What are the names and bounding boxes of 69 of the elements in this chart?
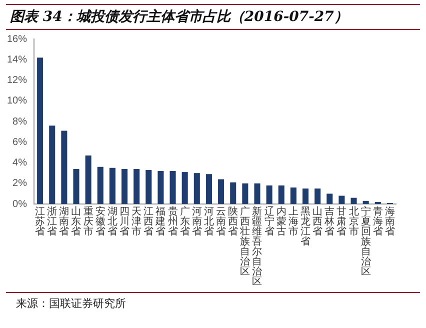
- bar: [206, 174, 212, 204]
- x-tick-label: 广西壮族自治区: [239, 206, 250, 278]
- bar: [302, 188, 309, 204]
- chart-title: 图表 34：城投债发行主体省市占比（2016-07-27）: [6, 4, 420, 30]
- bar: [121, 168, 128, 204]
- bar: [290, 188, 296, 204]
- bar: [182, 172, 188, 204]
- x-tick-label: 四川省: [120, 206, 130, 238]
- bar: [350, 198, 357, 204]
- x-tick-label: 北京市: [348, 206, 359, 238]
- y-tick-label: 16%: [7, 34, 28, 45]
- bar: [158, 171, 164, 204]
- bar: [254, 183, 260, 204]
- bar: [242, 183, 248, 204]
- bar: [266, 185, 272, 204]
- x-tick-label: 江苏省: [35, 206, 46, 238]
- x-tick-label: 吉林省: [324, 206, 335, 238]
- y-tick-label: 12%: [7, 75, 28, 86]
- x-tick-label: 浙江省: [47, 206, 58, 238]
- x-tick-label: 重庆市: [83, 206, 94, 238]
- x-tick-label: 山东省: [71, 206, 82, 238]
- y-tick-label: 8%: [12, 116, 28, 128]
- bar: [338, 196, 345, 204]
- x-tick-label: 海南省: [384, 206, 395, 238]
- y-tick-label: 14%: [7, 54, 28, 66]
- x-tick-label: 甘肃省: [336, 206, 347, 238]
- x-tick-label: 河南省: [192, 206, 202, 238]
- x-tick-label: 广东省: [180, 206, 190, 238]
- x-tick-label: 宁夏回族自治区: [360, 206, 371, 278]
- y-tick-label: 2%: [12, 178, 28, 190]
- bar: [37, 58, 44, 204]
- x-tick-label: 天津市: [132, 206, 142, 238]
- bar: [170, 171, 176, 204]
- x-tick-label: 青海省: [372, 206, 383, 238]
- y-tick-label: 4%: [12, 158, 28, 168]
- y-tick-label: 0%: [12, 198, 28, 210]
- x-tick-label: 黑龙江省: [300, 206, 311, 248]
- x-tick-label: 上海市: [288, 206, 298, 238]
- y-tick-label: 6%: [12, 136, 28, 148]
- x-tick-label: 安徽省: [95, 206, 106, 238]
- x-tick-label: 湖南省: [59, 206, 70, 238]
- bar: [49, 126, 56, 204]
- x-tick-label: 湖北省: [107, 206, 118, 238]
- x-tick-label: 河北省: [204, 206, 214, 238]
- bar: [218, 179, 224, 204]
- x-tick-label: 辽宁省: [264, 206, 274, 238]
- x-tick-label: 陕西省: [228, 206, 238, 238]
- bar: [73, 168, 80, 204]
- bar: [362, 200, 369, 204]
- bar: [97, 166, 104, 204]
- x-tick-label: 福建省: [154, 206, 166, 238]
- x-tick-label: 贵州省: [168, 206, 178, 238]
- bar: [194, 173, 200, 204]
- x-tick-label: 江西省: [144, 206, 154, 238]
- bar: [146, 170, 152, 204]
- bar: [61, 130, 68, 204]
- bar: [230, 182, 236, 204]
- bar: [134, 168, 140, 204]
- bar: [278, 185, 284, 204]
- y-tick-label: 10%: [7, 96, 28, 107]
- x-tick-label: 新疆维吾尔自治区: [252, 206, 262, 288]
- x-tick-label: 云南省: [216, 206, 226, 238]
- bar: [314, 188, 321, 204]
- bar: [109, 168, 116, 204]
- x-tick-label: 山西省: [312, 206, 323, 238]
- bar: [85, 156, 92, 204]
- x-tick-label: 内蒙古: [276, 206, 286, 238]
- bar: [326, 194, 333, 204]
- source-note: 来源：国联证券研究所: [6, 292, 420, 314]
